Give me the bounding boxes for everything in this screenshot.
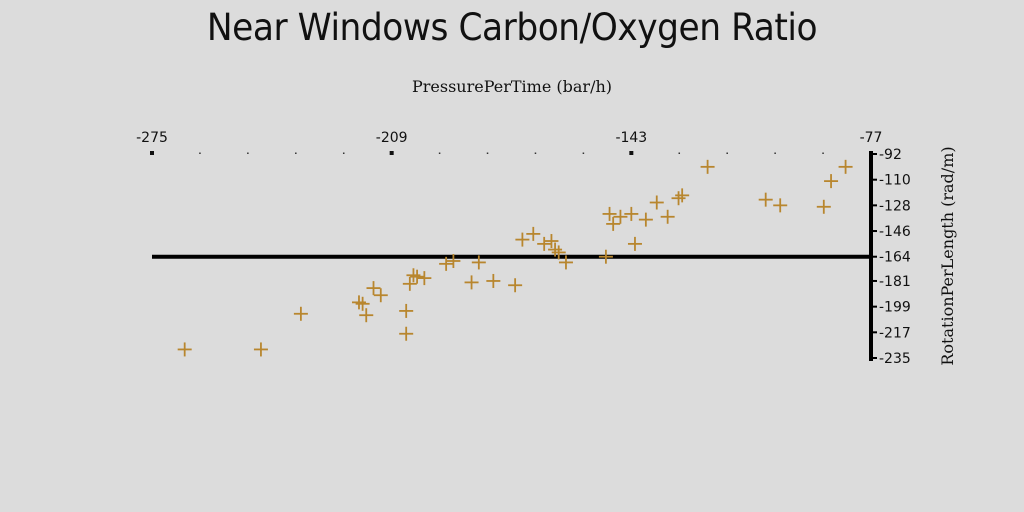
data-point [417,271,432,286]
data-point [366,281,381,296]
data-point [351,295,366,310]
data-point [613,209,628,224]
data-point [464,275,479,290]
y-tick-label: -92 [879,147,902,163]
x-tick-label: -143 [615,130,647,146]
data-point [355,296,370,311]
data-point [399,303,414,318]
data-point [253,342,268,357]
data-point [558,255,573,270]
data-point [660,209,675,224]
data-point [471,255,486,270]
x-minor-tick [486,152,489,154]
data-point [359,308,374,323]
x-tick-label: -209 [376,130,408,146]
data-point [402,276,417,291]
data-point [293,306,308,321]
data-points [177,159,853,357]
data-point [446,253,461,268]
data-point [486,273,501,288]
data-point [638,212,653,227]
x-major-tick [629,151,634,155]
x-minor-tick [438,152,441,154]
data-point [508,278,523,293]
data-point [624,206,639,221]
x-minor-tick [295,152,297,154]
data-point [675,188,690,203]
data-point [598,249,613,264]
x-major-tick [389,151,394,155]
data-point [824,174,839,189]
data-point [773,198,788,213]
data-point [544,234,559,249]
data-point [399,326,414,341]
y-tick-label: -181 [879,274,911,290]
x-tick-label: -77 [860,130,883,146]
x-minor-tick [726,152,728,154]
y-tick-label: -146 [879,224,911,240]
x-major-tick [150,151,154,155]
data-point [410,269,425,284]
data-point [816,199,831,214]
data-point [627,236,642,251]
y-tick-label: -164 [879,250,911,266]
x-minor-tick [678,152,681,154]
y-axis-title: RotationPerLength (rad/m) [938,146,957,365]
y-axis: -92 -110 -128 -146 -164 -181 -199 -217 -235 [869,147,911,367]
x-minor-tick [342,152,345,154]
data-point [838,159,853,174]
x-axis-title: PressurePerTime (bar/h) [412,77,612,96]
x-tick-label: -275 [136,130,168,146]
data-point [671,191,686,206]
data-point [537,236,552,251]
y-tick-label: -110 [879,173,911,189]
x-minor-tick [247,152,249,154]
y-tick-label: -128 [879,198,911,214]
data-point [439,256,454,271]
x-minor-tick [582,152,585,154]
data-point [649,195,664,210]
y-tick-label: -199 [879,300,911,316]
x-minor-tick [822,152,824,154]
data-point [548,242,563,257]
data-point [602,206,617,221]
y-tick-label: -217 [879,325,911,341]
data-point [758,192,773,207]
data-point [606,216,621,231]
x-minor-tick [199,152,201,154]
x-axis: -275 -209 -143 -77 [136,130,882,155]
data-point [700,159,715,174]
data-point [515,232,530,247]
x-minor-tick [774,152,776,154]
x-minor-tick [534,152,537,154]
data-point [551,245,566,260]
y-tick-label: -235 [879,351,911,367]
data-point [177,342,192,357]
data-point [526,226,541,241]
chart-title: Near Windows Carbon/Oxygen Ratio [206,6,818,49]
data-point [406,268,421,283]
data-point [373,288,388,303]
